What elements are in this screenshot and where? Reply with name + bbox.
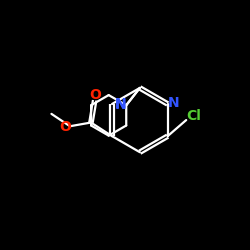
Text: O: O	[89, 88, 101, 102]
Text: Cl: Cl	[187, 108, 202, 122]
Text: N: N	[167, 96, 179, 110]
Text: O: O	[59, 120, 71, 134]
Text: N: N	[115, 98, 126, 112]
Text: N: N	[115, 97, 126, 111]
